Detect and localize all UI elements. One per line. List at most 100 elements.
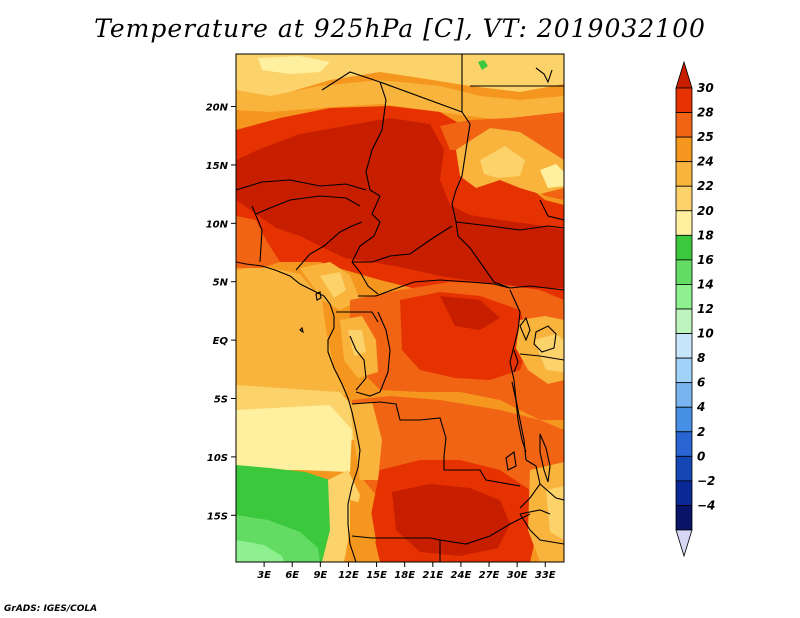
border-gabon-cameroon	[336, 311, 379, 323]
border-nigeria-niger	[255, 195, 361, 215]
x-tick-label: 12E	[338, 570, 359, 581]
border-niger-libya	[321, 71, 463, 113]
field-southwest-interior	[344, 500, 376, 562]
x-tick-label: 33E	[535, 570, 556, 581]
colorbar-swatch	[675, 505, 693, 531]
colorbar-label: 22	[697, 179, 714, 193]
y-tick-label: 5S	[214, 395, 228, 406]
field-congo-30-north	[440, 296, 500, 330]
country-borders	[236, 54, 564, 562]
colorbar-swatch	[675, 480, 693, 506]
border-angola-namibia	[351, 535, 441, 541]
field-sahel-30	[236, 118, 564, 288]
border-drc-angola-east	[443, 456, 521, 487]
field-gulf-ocean	[236, 266, 346, 395]
field-green-blob	[478, 60, 488, 70]
border-drc-angola-north	[351, 401, 447, 457]
colorbar-swatch	[675, 112, 693, 138]
border-chad-car	[352, 225, 453, 263]
island-sao-tome	[299, 326, 304, 334]
y-tick-label: 15N	[206, 161, 229, 172]
border-congo-drc	[355, 311, 391, 397]
x-tick-label: 24E	[451, 570, 472, 581]
colorbar-swatch	[675, 382, 693, 408]
map-frame	[235, 53, 565, 563]
field-guinea-coast	[236, 216, 280, 268]
coastline-west-africa	[236, 261, 361, 562]
colorbar-label: 24	[697, 155, 714, 169]
border-chad-sudan	[351, 81, 387, 263]
island-bioko	[315, 291, 322, 301]
colorbar-swatch	[675, 308, 693, 334]
x-tick-label: 9E	[313, 570, 327, 581]
x-tick-label: 6E	[285, 570, 299, 581]
field-angola-24	[350, 402, 382, 480]
colorbar-swatch	[675, 431, 693, 457]
field-gabon-22	[348, 330, 366, 356]
y-tick-label: 5N	[213, 278, 229, 289]
border-sudan-ssudan	[455, 221, 564, 231]
colorbar-label: 4	[696, 400, 705, 414]
x-tick-label: 21E	[422, 570, 443, 581]
border-gabon-congo	[349, 335, 367, 391]
lake-kivu	[513, 349, 519, 373]
field-highlands-20	[540, 164, 564, 188]
field-atlantic-12	[236, 540, 284, 562]
border-car-drc	[358, 279, 564, 297]
temperature-field	[236, 54, 564, 562]
colorbar-bottom-arrow	[675, 529, 693, 558]
x-tick-label: 3E	[257, 570, 271, 581]
lake-kariba	[519, 509, 551, 515]
border-benin	[251, 205, 263, 263]
field-east-highlands-22	[534, 334, 564, 372]
colorbar-label: 0	[697, 449, 705, 463]
lake-mweru	[505, 451, 517, 471]
border-east-drc-uganda	[509, 289, 527, 461]
lake-victoria	[533, 325, 557, 353]
colorbar-label: 20	[697, 204, 714, 218]
lake-albert	[519, 316, 531, 342]
border-zimbabwe	[519, 513, 564, 545]
colorbar-swatch	[675, 136, 693, 163]
colorbar-swatch	[675, 284, 693, 310]
y-tick-label: EQ	[213, 336, 229, 347]
field-southeast-22	[546, 486, 564, 540]
colorbar-swatch	[675, 234, 693, 261]
colorbar-swatch	[675, 406, 693, 433]
y-tick-label: 20N	[206, 103, 229, 114]
colorbar-label: 18	[697, 228, 714, 242]
border-sudan-libya	[451, 54, 511, 289]
field-north-edge-24	[236, 80, 564, 120]
colorbar-label: 6	[697, 376, 705, 390]
border-mali-niger	[236, 179, 367, 191]
colorbar-label: 14	[697, 277, 714, 291]
colorbar-label: 2	[697, 425, 705, 439]
colorbar-label: −2	[697, 474, 715, 488]
colorbar-label: −4	[697, 498, 715, 512]
colorbar-swatch	[675, 259, 693, 285]
y-tick-label: 10N	[206, 219, 229, 230]
field-cameroon-22	[320, 272, 346, 298]
border-car-cameroon	[351, 261, 379, 295]
colorbar-label: 12	[697, 302, 714, 316]
y-tick-label: 10S	[207, 453, 228, 464]
x-tick-label: 27E	[479, 570, 500, 581]
colorbar-label: 30	[697, 81, 714, 95]
colorbar-swatch	[675, 185, 693, 212]
field-north-pale	[258, 56, 330, 74]
colorbar-label: 25	[697, 130, 714, 144]
colorbar-swatch	[675, 357, 693, 384]
field-atlantic-20	[236, 405, 352, 472]
field-congo-28	[400, 292, 530, 380]
y-axis-ticks: 20N 15N 10N 5N EQ 5S 10S 15S	[206, 103, 236, 522]
colorbar-swatch	[675, 210, 693, 236]
field-highlands-22	[480, 146, 525, 178]
colorbar-swatch	[675, 87, 693, 113]
colorbar-swatch	[675, 161, 693, 187]
colorbar-swatch	[675, 455, 693, 482]
colorbar-top-arrow	[675, 60, 693, 89]
colorbar-label: 8	[697, 351, 705, 365]
border-ethiopia	[539, 199, 564, 221]
